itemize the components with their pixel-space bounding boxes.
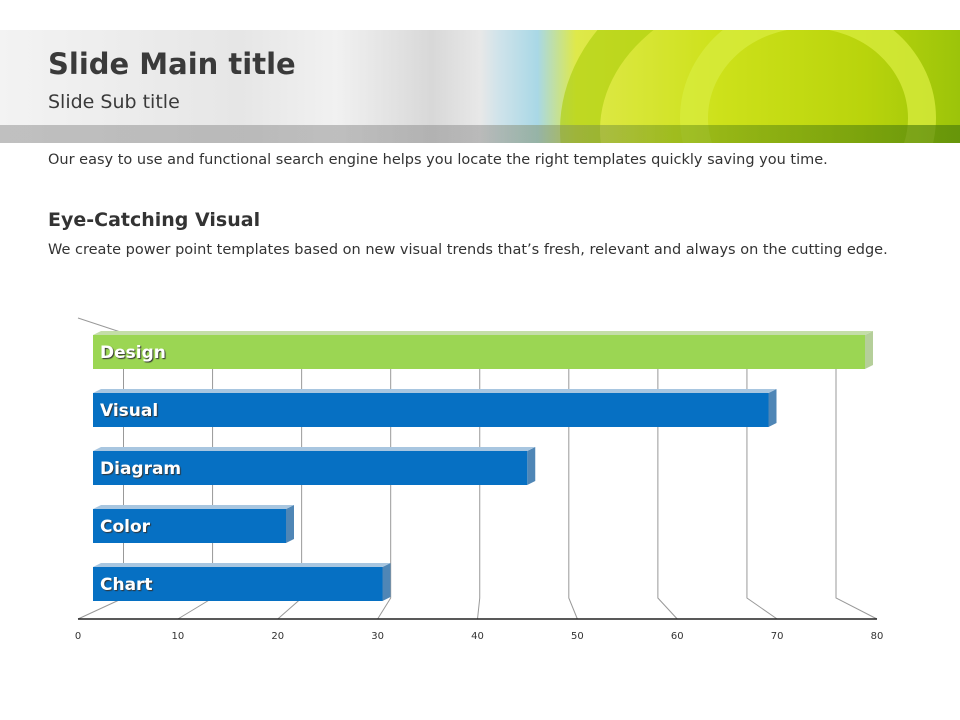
section-body: We create power point templates based on…	[48, 242, 888, 258]
x-tick-label: 10	[172, 631, 185, 642]
x-tick-label: 0	[75, 631, 81, 642]
bar-side	[382, 563, 391, 601]
bar	[93, 509, 286, 543]
bar	[93, 335, 865, 369]
x-tick-label: 60	[671, 631, 684, 642]
x-tick-label: 50	[571, 631, 584, 642]
x-tick-label: 20	[271, 631, 284, 642]
bar-side	[286, 505, 294, 543]
page-title: Slide Main title	[48, 47, 296, 81]
bar-label: Diagram	[100, 459, 181, 479]
bar-label: Design	[100, 343, 166, 363]
bar	[93, 451, 528, 485]
bar-side	[527, 447, 536, 485]
bar-top	[93, 389, 777, 393]
x-tick-label: 70	[771, 631, 784, 642]
x-tick-label: 40	[471, 631, 484, 642]
bar-top	[93, 331, 873, 335]
header-banner	[0, 30, 960, 143]
page-subtitle: Slide Sub title	[48, 91, 180, 113]
bar-top	[93, 563, 391, 567]
bar	[93, 393, 769, 427]
bar-label: Color	[100, 517, 151, 537]
bar-side	[865, 331, 873, 369]
section-heading: Eye-Catching Visual	[48, 209, 261, 231]
bar-label: Visual	[100, 401, 158, 421]
gridline	[657, 333, 678, 620]
bar-side	[768, 389, 777, 427]
x-tick-label: 30	[371, 631, 384, 642]
intro-text: Our easy to use and functional search en…	[48, 152, 828, 168]
gridline	[568, 333, 578, 620]
gridline	[835, 333, 878, 620]
bar-top	[93, 505, 294, 509]
header-strip	[0, 125, 960, 143]
bar-label: Chart	[100, 575, 153, 595]
bar-top	[93, 447, 536, 451]
bar	[93, 567, 383, 601]
x-tick-label: 80	[871, 631, 884, 642]
gridline	[746, 333, 778, 620]
